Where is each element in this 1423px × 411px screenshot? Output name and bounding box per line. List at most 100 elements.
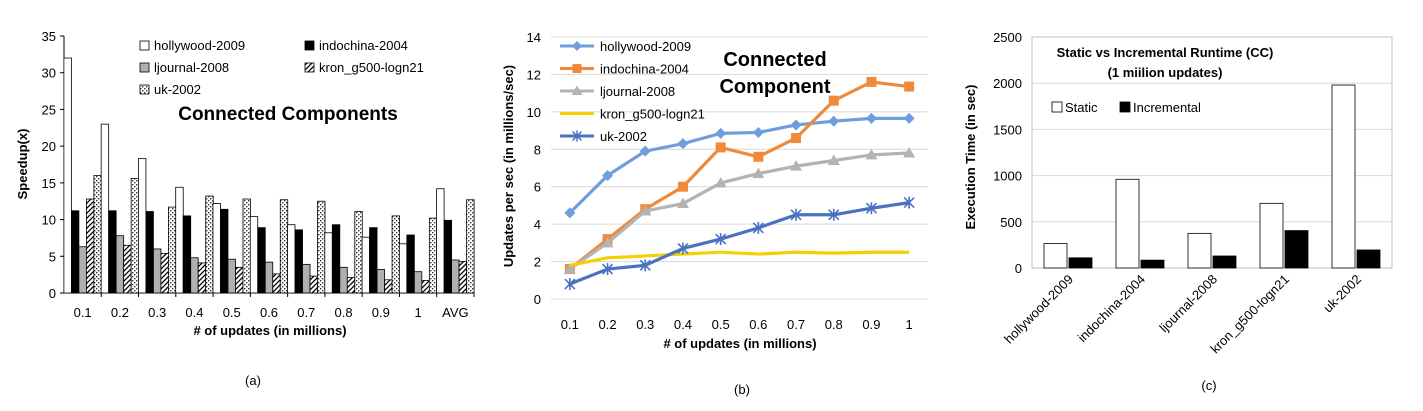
x-tick-label: 1 xyxy=(906,317,913,332)
point-hollywood-2009-0-7 xyxy=(790,119,802,131)
point-uk-2002-0-7 xyxy=(790,208,802,221)
point-ljournal-2008-0-9 xyxy=(865,148,878,160)
y-tick-label: 0 xyxy=(1015,261,1022,276)
y-tick-label: 0 xyxy=(49,286,56,301)
point-indochina-2004-0-5 xyxy=(715,142,726,153)
y-tick-label: 1000 xyxy=(993,169,1022,184)
point-ljournal-2008-1 xyxy=(903,147,916,158)
legend-marker-uk-2002 xyxy=(571,130,583,142)
bar-hollywood-2009-0-6 xyxy=(249,216,259,294)
point-indochina-2004-1 xyxy=(904,81,915,92)
bar-indochina-2004-0-6 xyxy=(257,227,266,294)
x-tick-label: AVG xyxy=(442,305,469,320)
bar-indochina-2004-0-8 xyxy=(331,224,341,294)
point-uk-2002-0-2 xyxy=(601,263,614,276)
bar-hollywood-2009-0-9 xyxy=(361,236,370,294)
bar-ljournal-2008-0-4 xyxy=(190,257,199,294)
line-hollywood-2009 xyxy=(568,116,910,215)
bar-kron-g500-logn21-0-6 xyxy=(272,273,281,294)
x-tick-label: 0.4 xyxy=(674,317,692,332)
bar-kron-g500-logn21-0-3 xyxy=(160,252,169,294)
y-axis-title: Speedup(x) xyxy=(15,129,30,200)
bar-indochina-2004-0-2 xyxy=(108,210,117,294)
x-tick-label: 0.1 xyxy=(561,317,579,332)
chart-subtitle: (1 miilion updates) xyxy=(1108,65,1223,80)
x-tick-label: kron_g500-logn21 xyxy=(1207,272,1292,357)
x-tick-label: 0.6 xyxy=(749,317,767,332)
point-ljournal-2008-0-6 xyxy=(752,167,765,179)
bar-indochina-2004-0-7 xyxy=(294,229,303,294)
legend-swatch-ljournal-2008 xyxy=(139,62,150,73)
bar-incremental-ljournal-2008 xyxy=(1212,255,1237,269)
panel-caption: (c) xyxy=(1201,378,1216,393)
point-ljournal-2008-0-1 xyxy=(563,263,576,274)
point-uk-2002-0-4 xyxy=(677,242,689,255)
chart-b: 0 2 4 6 8 10 12 14 0.1 0.2 0.3 0.4 0.5 0.6 0.7 0.8 0.9 1 h… xyxy=(501,30,928,397)
bar-static-ljournal-2008 xyxy=(1187,232,1212,269)
y-tick-label: 20 xyxy=(42,139,56,154)
bar-uk-2002-1 xyxy=(428,217,438,294)
panel-caption: (a) xyxy=(245,373,261,388)
chart-c: 0 500 1000 1500 2000 2500 hollywood-2009indoch… xyxy=(963,30,1393,393)
x-tick-label: 0.5 xyxy=(712,317,730,332)
point-indochina-2004-0-8 xyxy=(828,95,839,106)
point-indochina-2004-0-6 xyxy=(753,151,764,162)
legend-swatch-kron-g500-logn21 xyxy=(304,62,315,73)
bar-hollywood-2009-0-1 xyxy=(63,57,72,294)
x-tick-label: 0.4 xyxy=(185,305,203,320)
bar-indochina-2004-0-5 xyxy=(220,208,229,294)
bar-incremental-kron-g500-logn21 xyxy=(1284,230,1309,269)
panel-caption: (b) xyxy=(734,382,750,397)
bar-uk-2002-0-8 xyxy=(354,211,363,294)
point-uk-2002-0-6 xyxy=(752,221,764,234)
y-tick-label: 500 xyxy=(1000,215,1022,230)
bar-hollywood-2009-0-3 xyxy=(138,158,147,294)
bar-ljournal-2008-0-9 xyxy=(376,269,385,294)
bar-ljournal-2008-avg xyxy=(451,259,460,294)
legend-label-uk-2002: uk-2002 xyxy=(600,129,647,144)
bar-ljournal-2008-0-6 xyxy=(264,261,274,294)
chart-title-line: Component xyxy=(719,76,830,98)
y-tick-label: 15 xyxy=(42,176,56,191)
bar-incremental-hollywood-2009 xyxy=(1068,257,1093,269)
legend-label-hollywood-2009: hollywood-2009 xyxy=(154,38,245,53)
legend-label-hollywood-2009: hollywood-2009 xyxy=(600,39,691,54)
bar-ljournal-2008-0-7 xyxy=(302,263,311,294)
point-uk-2002-0-9 xyxy=(865,202,878,215)
point-ljournal-2008-0-3 xyxy=(639,205,652,216)
bar-uk-2002-0-9 xyxy=(391,215,400,294)
legend-label-indochina-2004: indochina-2004 xyxy=(319,38,408,53)
bar-indochina-2004-avg xyxy=(443,219,453,294)
point-hollywood-2009-0-4 xyxy=(677,138,689,150)
bar-indochina-2004-0-3 xyxy=(145,211,154,294)
line-ljournal-2008 xyxy=(568,151,910,271)
point-hollywood-2009-0-3 xyxy=(639,145,651,157)
bar-kron-g500-logn21-0-4 xyxy=(197,262,207,294)
point-uk-2002-1 xyxy=(903,196,915,209)
legend-label-uk-2002: uk-2002 xyxy=(154,82,201,97)
bar-hollywood-2009-0-7 xyxy=(287,224,296,294)
y-tick-label: 4 xyxy=(534,217,541,232)
y-tick-label: 1500 xyxy=(993,122,1022,137)
legend-swatch-hollywood-2009 xyxy=(139,40,150,51)
x-tick-label: 0.8 xyxy=(825,317,843,332)
legend-label-indochina-2004: indochina-2004 xyxy=(600,62,689,77)
y-tick-label: 10 xyxy=(527,105,541,120)
x-tick-label: 0.1 xyxy=(74,305,92,320)
bar-hollywood-2009-1 xyxy=(398,243,408,294)
y-tick-label: 10 xyxy=(42,213,56,228)
point-uk-2002-0-3 xyxy=(639,259,651,272)
bar-hollywood-2009-0-2 xyxy=(100,123,110,294)
point-ljournal-2008-0-2 xyxy=(601,236,614,248)
point-hollywood-2009-0-2 xyxy=(602,169,614,181)
bar-uk-2002-0-4 xyxy=(205,195,214,294)
bar-uk-2002-0-5 xyxy=(242,198,251,294)
point-uk-2002-0-1 xyxy=(564,278,576,291)
legend-label-ljournal-2008: ljournal-2008 xyxy=(154,60,229,75)
x-tick-label: 0.7 xyxy=(787,317,805,332)
bar-uk-2002-0-6 xyxy=(279,199,289,294)
chart-title: Connected Components xyxy=(178,104,398,125)
point-hollywood-2009-0-9 xyxy=(865,112,877,124)
point-hollywood-2009-0-1 xyxy=(564,207,576,219)
